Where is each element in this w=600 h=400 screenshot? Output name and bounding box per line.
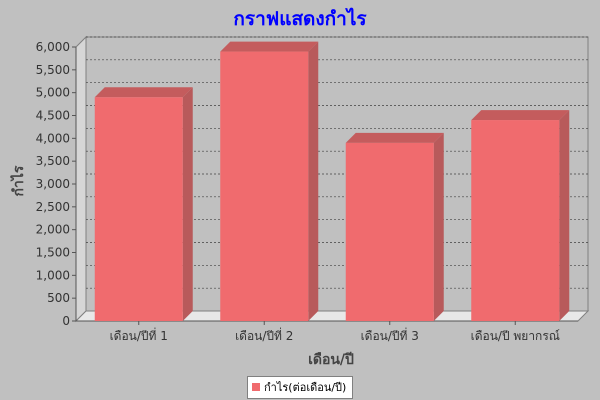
x-tick-label: เดือน/ปีที่ 1 bbox=[110, 327, 168, 343]
bar-top bbox=[220, 41, 319, 52]
x-tick-label: เดือน/ปี พยากรณ์ bbox=[471, 329, 560, 343]
y-tick-label: 5,500 bbox=[36, 63, 70, 77]
legend: กำไร(ต่อเดือน/ปี) bbox=[247, 376, 354, 399]
x-tick-label: เดือน/ปีที่ 2 bbox=[235, 327, 293, 343]
chart-title: กราฟแสดงกำไร bbox=[233, 8, 367, 30]
x-tick-label: เดือน/ปีที่ 3 bbox=[361, 327, 419, 343]
bar bbox=[471, 120, 560, 321]
y-tick-label: 5,000 bbox=[36, 86, 70, 100]
y-tick-label: 6,000 bbox=[36, 40, 70, 54]
bar-top bbox=[345, 132, 444, 143]
y-tick-label: 3,500 bbox=[36, 154, 70, 168]
bar-side bbox=[433, 132, 444, 321]
legend-swatch bbox=[252, 383, 260, 391]
bar bbox=[220, 51, 309, 322]
y-tick-label: 0 bbox=[62, 314, 70, 328]
y-tick-label: 1,000 bbox=[36, 268, 70, 282]
y-tick-label: 1,500 bbox=[36, 246, 70, 260]
y-axis-label: กำไร bbox=[9, 165, 27, 196]
legend-label: กำไร(ต่อเดือน/ปี) bbox=[264, 381, 347, 394]
plot-left-wall bbox=[75, 35, 87, 323]
bar bbox=[94, 97, 183, 321]
y-tick-label: 4,500 bbox=[36, 109, 70, 123]
y-tick-label: 4,000 bbox=[36, 131, 70, 145]
bar-side bbox=[559, 110, 570, 321]
y-tick-label: 500 bbox=[47, 291, 70, 305]
bar-side bbox=[182, 87, 193, 321]
bar-top bbox=[471, 110, 570, 121]
y-tick-label: 2,500 bbox=[36, 200, 70, 214]
y-tick-label: 3,000 bbox=[36, 177, 70, 191]
bar-top bbox=[94, 87, 193, 98]
x-axis-label: เดือน/ปี bbox=[308, 352, 354, 368]
y-tick-label: 2,000 bbox=[36, 223, 70, 237]
bar bbox=[345, 142, 434, 321]
bar-side bbox=[308, 41, 319, 322]
